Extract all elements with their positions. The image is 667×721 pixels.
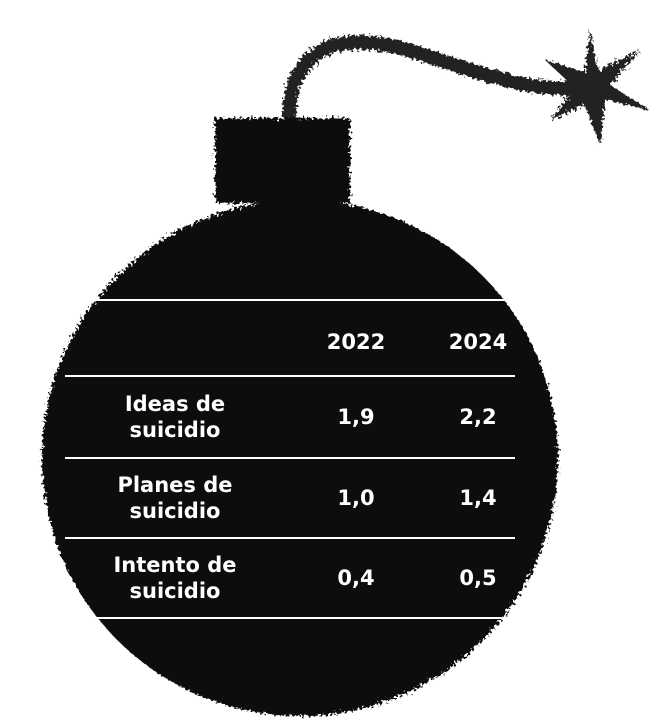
rule (65, 617, 515, 619)
rule (65, 375, 515, 377)
cell-value: 1,4 (459, 486, 497, 510)
row-label: Intento de suicidio (113, 553, 237, 603)
column-header: 2024 (448, 330, 508, 354)
cell-value: 2,2 (459, 405, 497, 429)
row-label: Planes de suicidio (117, 473, 233, 523)
cell-value: 1,9 (337, 405, 375, 429)
rule (65, 457, 515, 459)
rule (65, 537, 515, 539)
fuse (282, 35, 576, 131)
cell-value: 0,5 (459, 566, 497, 590)
row-label: Ideas de suicidio (124, 392, 226, 442)
bomb-cap (215, 118, 350, 203)
cell-value: 0,4 (337, 566, 375, 590)
rule (65, 299, 515, 301)
column-header: 2022 (326, 330, 386, 354)
spark (545, 30, 650, 145)
cell-value: 1,0 (337, 486, 375, 510)
